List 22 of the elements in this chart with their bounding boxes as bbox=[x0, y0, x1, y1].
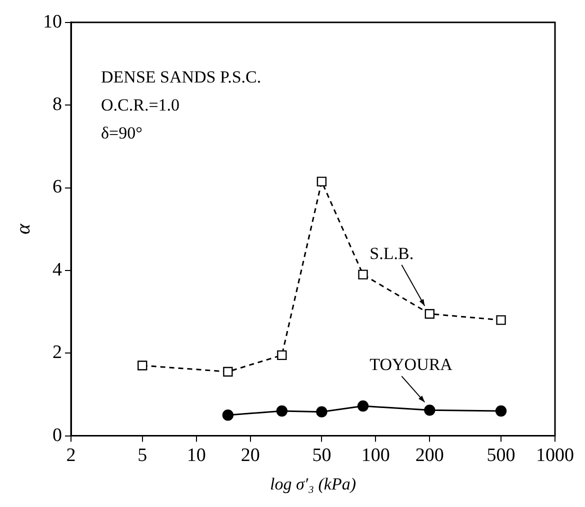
x-tick-label: 200 bbox=[415, 445, 444, 466]
x-tick-label: 20 bbox=[240, 445, 260, 466]
x-axis-title: log σ′₃ (kPa) bbox=[270, 474, 356, 494]
y-axis-title: α bbox=[12, 223, 34, 234]
x-tick-label: 1000 bbox=[536, 445, 574, 466]
y-tick-label: 10 bbox=[43, 11, 62, 32]
y-tick-label: 0 bbox=[52, 424, 62, 446]
series-label: TOYOURA bbox=[370, 355, 454, 374]
x-tick-label: 2 bbox=[66, 445, 76, 466]
x-tick-label: 500 bbox=[486, 445, 516, 466]
y-tick-label: 6 bbox=[52, 176, 62, 198]
series-label: S.L.B. bbox=[370, 244, 414, 263]
y-tick-label: 8 bbox=[52, 94, 62, 116]
x-tick-label: 100 bbox=[361, 445, 390, 466]
annotation: O.C.R.=1.0 bbox=[101, 95, 180, 114]
annotation: δ=90° bbox=[101, 123, 142, 142]
y-tick-label: 4 bbox=[52, 259, 62, 280]
annotation: DENSE SANDS P.S.C. bbox=[101, 67, 262, 86]
y-tick-label: 2 bbox=[52, 342, 62, 364]
x-tick-label: 10 bbox=[186, 445, 206, 466]
x-tick-label: 50 bbox=[312, 445, 332, 466]
x-tick-label: 5 bbox=[138, 445, 148, 466]
